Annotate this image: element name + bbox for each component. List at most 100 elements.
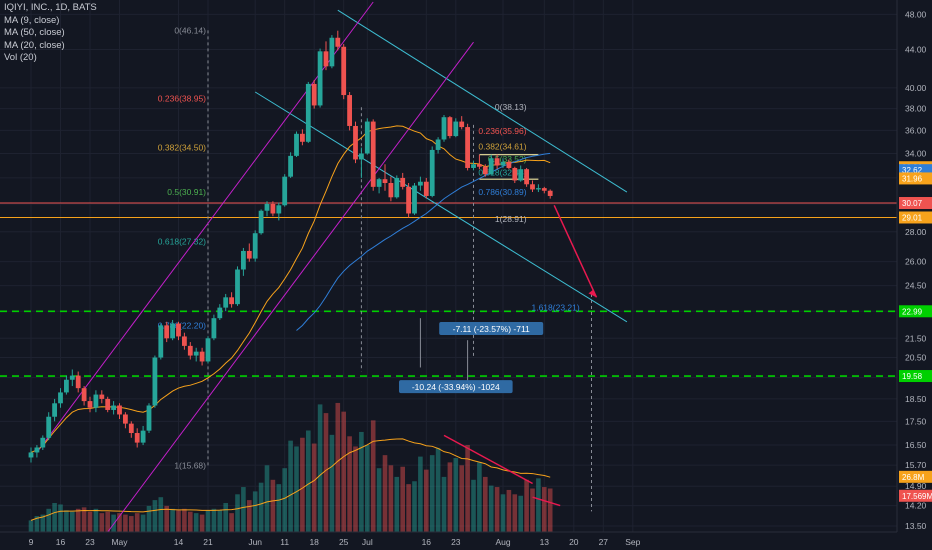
candle-body — [170, 323, 175, 339]
candle-body — [199, 351, 205, 362]
trend-channels — [36, 1, 628, 533]
candle-body — [69, 375, 75, 380]
candle-body — [418, 181, 423, 186]
candle-body — [494, 158, 500, 166]
volume-bar — [547, 488, 553, 532]
candle-body — [99, 394, 105, 399]
legend-ma20[interactable]: MA (20, close) — [4, 39, 65, 51]
volume-bar — [394, 476, 400, 532]
legend-vol[interactable]: Vol (20) — [4, 52, 37, 63]
candle-body — [64, 379, 69, 393]
volume-bar — [453, 458, 459, 532]
time-tick-label: Jun — [248, 537, 262, 547]
symbol-title[interactable]: IQIYI, INC., 1D, BATS — [4, 2, 97, 13]
candle-body — [376, 179, 382, 187]
volume-bar — [193, 513, 199, 532]
volume-bar — [241, 487, 246, 532]
candle-body — [134, 433, 140, 443]
price-tick-label: 28.00 — [905, 227, 927, 237]
channel-lower — [254, 91, 628, 323]
candle-body — [276, 205, 282, 214]
candle-body — [512, 167, 518, 181]
candle-body — [465, 127, 470, 168]
volume-bar — [341, 411, 346, 532]
candle-body — [193, 351, 199, 356]
candle-body — [217, 307, 223, 319]
volume-bar — [87, 511, 93, 532]
candle-body — [270, 203, 276, 214]
candle-body — [117, 405, 122, 415]
volume-trend-arrow — [443, 434, 533, 485]
time-tick-label: 16 — [56, 537, 66, 547]
price-badge — [899, 172, 932, 185]
volume-bar — [182, 508, 187, 532]
time-axis[interactable]: 9 16 23 May 14 21 Jun 11 18 25 Jul 16 23 Aug 13 20 27 Sep — [0, 531, 897, 547]
fib2-label: 1(28.91) — [495, 214, 527, 224]
volume-bar — [188, 511, 193, 532]
price-tick-label: 17.50 — [905, 416, 927, 426]
legend-ma50[interactable]: MA (50, close) — [4, 27, 65, 38]
candle-body — [300, 133, 305, 142]
volume-bar — [247, 500, 252, 532]
time-tick-label: 23 — [85, 537, 95, 547]
volume-bar — [70, 511, 75, 532]
volume-bar — [93, 508, 99, 532]
time-tick-label: 16 — [422, 537, 432, 547]
price-tick-label: 13.50 — [905, 521, 927, 531]
candle-body — [311, 83, 317, 106]
legend-ma9[interactable]: MA (9, close) — [4, 14, 60, 26]
price-badge — [899, 470, 932, 483]
annotations: -7.11 (-23.57%) -711 -10.24 (-33.94%) -10… — [399, 204, 598, 507]
candle-body — [246, 250, 252, 259]
volume-bar — [134, 513, 140, 532]
volume-bar — [329, 434, 335, 532]
volume-bar — [500, 494, 506, 532]
fib-label: 0.382(34.50) — [158, 143, 206, 153]
candle-body — [211, 318, 217, 339]
volume-bar — [99, 513, 105, 532]
volume-bar — [311, 443, 317, 532]
price-tick-label: 21.50 — [905, 333, 927, 343]
fib-label: 1.618(23.21) — [531, 302, 579, 312]
price-axis[interactable]: 48.0044.0040.0038.0036.0034.0032.0030.00… — [896, 0, 932, 532]
fib2-label: 0.236(35.96) — [478, 126, 526, 136]
candle-body — [75, 375, 81, 389]
time-tick-label: 18 — [309, 537, 319, 547]
price-badge-label: 30.07 — [902, 199, 923, 208]
volume-bar — [211, 508, 217, 532]
time-tick-label: 21 — [203, 537, 213, 547]
fib2-label: 0.786(30.89) — [478, 187, 526, 197]
candle-body — [323, 51, 329, 67]
candle-body — [547, 190, 553, 196]
fib-label: 0.5(30.91) — [167, 187, 206, 197]
measure-label: -10.24 (-33.94%) -1024 — [412, 382, 500, 392]
volume-bar — [117, 513, 122, 532]
channel-magenta-upper — [36, 1, 374, 453]
volume-bar — [506, 489, 512, 532]
price-tick-label: 44.00 — [905, 45, 927, 55]
volume-bar — [365, 445, 370, 532]
candle-body — [341, 46, 347, 96]
volume-bar — [199, 514, 205, 532]
volume-bar — [306, 430, 311, 532]
candle-body — [182, 336, 187, 346]
candle-body — [93, 394, 99, 408]
price-tick-label: 48.00 — [905, 9, 927, 19]
volume-bars — [28, 402, 553, 532]
volume-bar — [294, 446, 299, 532]
candle-body — [370, 121, 376, 187]
channel-magenta-lower — [107, 41, 474, 533]
price-tick-label: 40.00 — [905, 83, 927, 93]
volume-bar — [406, 484, 411, 532]
candle-body — [477, 164, 482, 167]
candle-body — [536, 188, 541, 190]
volume-bar — [412, 481, 417, 532]
candle-body — [111, 405, 116, 410]
candle-body — [28, 452, 34, 458]
candle-body — [329, 37, 335, 67]
candle-body — [40, 437, 46, 448]
volume-bar — [400, 466, 405, 532]
volume-bar — [146, 505, 152, 532]
fib2-label: 0.382(34.61) — [478, 141, 526, 151]
